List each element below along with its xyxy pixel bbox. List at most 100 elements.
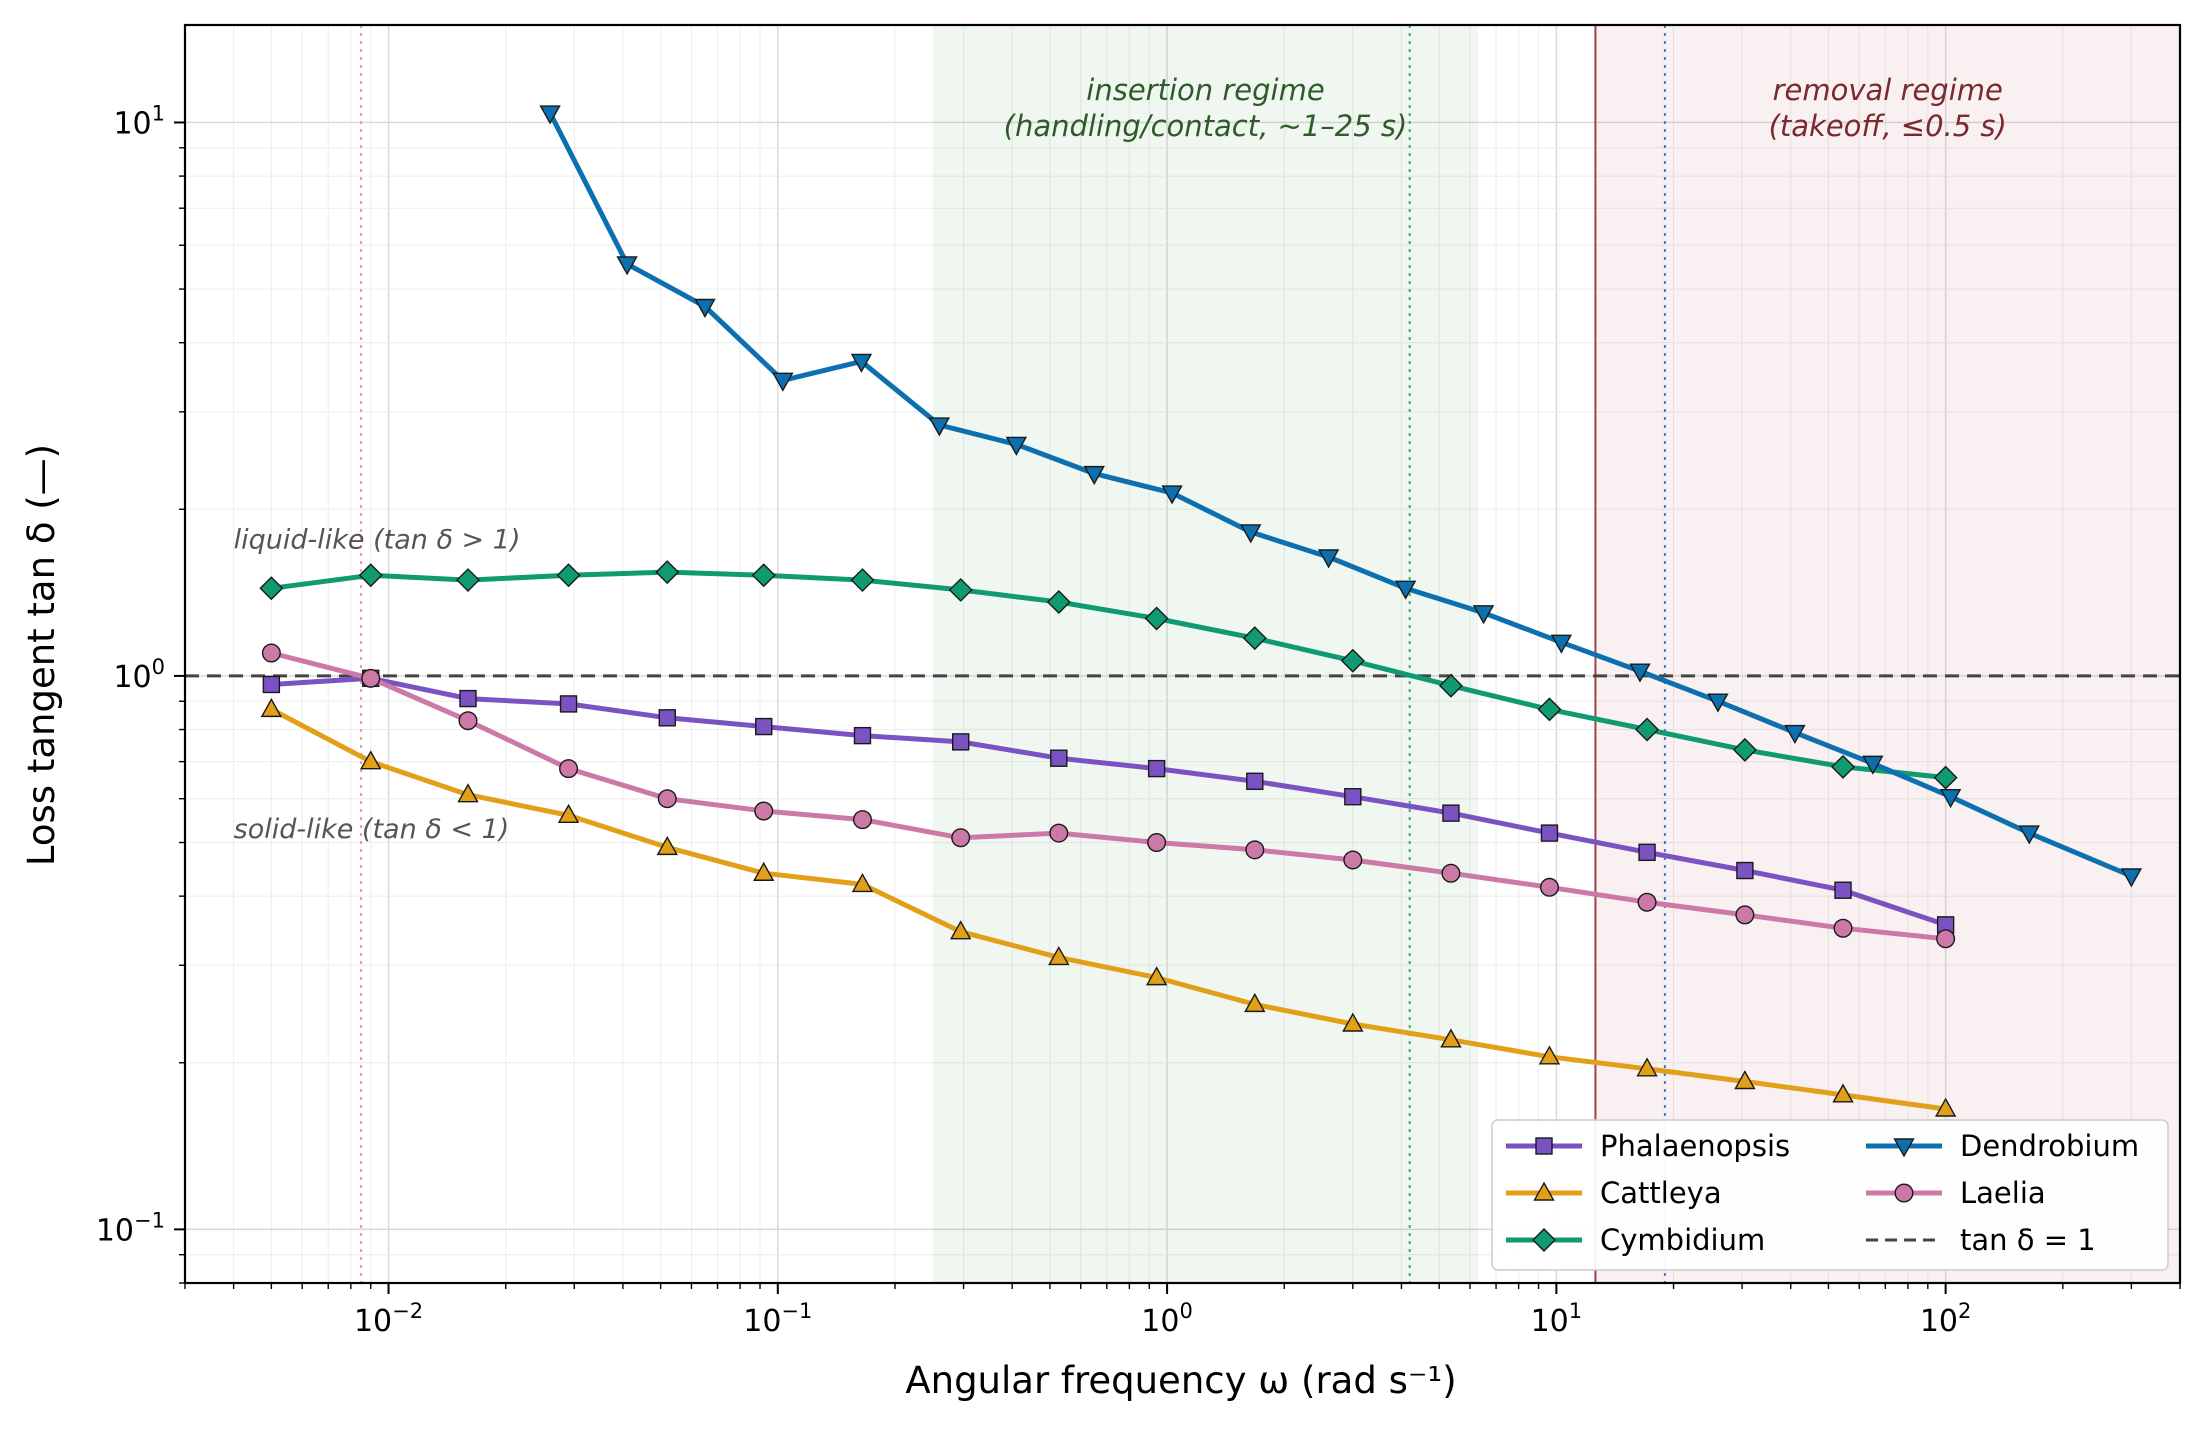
series-line — [271, 569, 1946, 781]
marker-circle — [1894, 1183, 1914, 1203]
regime-label: insertion regime — [1086, 73, 1324, 107]
x-tick-label: 101 — [1531, 1299, 1583, 1339]
marker-triangle-up — [1832, 1083, 1854, 1103]
marker-square — [1050, 749, 1068, 767]
legend-entry-laelia: Laelia — [1866, 1176, 2046, 1210]
marker-circle — [1833, 918, 1853, 938]
marker-square — [559, 695, 578, 713]
marker-circle — [1637, 892, 1657, 912]
marker-triangle-up — [360, 750, 382, 770]
marker-circle — [852, 810, 872, 830]
marker-square — [1344, 787, 1362, 806]
legend-label: Dendrobium — [1960, 1129, 2139, 1163]
marker-circle — [559, 759, 579, 779]
marker-diamond — [259, 576, 284, 601]
marker-square — [459, 689, 477, 708]
series-phalaenopsis — [262, 669, 1955, 934]
x-tick-label: 10−1 — [743, 1299, 812, 1339]
marker-triangle-down — [1862, 755, 1884, 775]
legend-label: tan δ = 1 — [1960, 1223, 2096, 1257]
x-axis-title: Angular frequency ω (rad s⁻¹) — [905, 1359, 1456, 1402]
marker-triangle-up — [1734, 1070, 1756, 1090]
marker-circle — [458, 711, 478, 731]
y-tick-label: 101 — [113, 101, 165, 141]
marker-circle — [951, 828, 971, 848]
marker-triangle-down — [539, 105, 561, 125]
series-dendrobium — [539, 105, 2143, 888]
regime-label: removal regime — [1773, 73, 2003, 107]
marker-diamond — [1537, 697, 1562, 722]
marker-triangle-up — [851, 872, 874, 893]
marker-triangle-up — [1244, 992, 1266, 1013]
marker-triangle-up — [1533, 1181, 1555, 1201]
series-cattleya — [260, 697, 1957, 1117]
y-tick-label: 10−1 — [96, 1208, 165, 1248]
marker-square — [1736, 861, 1754, 880]
marker-triangle-up — [1048, 945, 1070, 966]
marker-triangle-up — [656, 835, 678, 856]
marker-circle — [361, 668, 381, 688]
x-tick-label: 102 — [1920, 1299, 1972, 1339]
legend-entry-dendrobium: Dendrobium — [1866, 1129, 2139, 1163]
regime-label: (handling/contact, ~1–25 s) — [1004, 109, 1408, 143]
marker-circle — [1049, 823, 1069, 843]
marker-diamond — [1933, 765, 1958, 790]
marker-square — [1147, 759, 1166, 778]
state-label: solid-like (tan δ < 1) — [234, 814, 510, 845]
marker-diamond — [1242, 626, 1267, 651]
legend-label: Phalaenopsis — [1600, 1129, 1790, 1163]
legend-entry-cattleya: Cattleya — [1506, 1176, 1722, 1210]
marker-circle — [261, 643, 281, 663]
regime-regions — [932, 25, 2180, 1283]
marker-circle — [1539, 877, 1559, 897]
legend-label: Cymbidium — [1600, 1223, 1765, 1257]
series-line — [270, 707, 1946, 1112]
marker-circle — [1936, 929, 1956, 949]
marker-triangle-down — [772, 372, 794, 392]
marker-triangle-up — [1440, 1028, 1462, 1048]
marker-diamond — [751, 563, 776, 588]
marker-triangle-up — [260, 697, 283, 718]
marker-triangle-up — [1934, 1097, 1957, 1117]
state-label: liquid-like (tan δ > 1) — [234, 524, 521, 555]
chart-background — [185, 25, 2180, 1283]
marker-triangle-up — [753, 861, 775, 881]
marker-diamond — [1340, 648, 1365, 673]
marker-diamond — [1532, 1228, 1556, 1252]
x-tick-label: 10−2 — [354, 1299, 423, 1339]
annotations: insertion regime(handling/contact, ~1–25… — [234, 73, 2007, 845]
marker-triangle-down — [1472, 605, 1495, 625]
marker-triangle-down — [694, 298, 716, 318]
marker-triangle-down — [1317, 549, 1340, 569]
marker-triangle-up — [457, 783, 479, 803]
marker-diamond — [556, 563, 581, 588]
marker-diamond — [1635, 717, 1660, 742]
marker-square — [262, 675, 281, 694]
marker-triangle-up — [1342, 1012, 1364, 1032]
legend: Phalaenopsis Cattleya Cymbidium Dendrobium L… — [1491, 1119, 2169, 1271]
marker-triangle-down — [928, 417, 951, 437]
legend-label: Laelia — [1960, 1176, 2046, 1210]
marker-square — [755, 717, 773, 736]
marker-circle — [1147, 833, 1167, 853]
marker-triangle-up — [950, 920, 972, 940]
marker-square — [658, 709, 676, 727]
marker-square — [853, 726, 872, 745]
marker-triangle-down — [1784, 724, 1806, 745]
axes: 10−2 10−1 100 101 102 10−1 100 101 — [96, 23, 2182, 1339]
legend-box — [1491, 1119, 2169, 1271]
marker-diamond — [850, 568, 875, 593]
marker-diamond — [655, 560, 680, 585]
y-tick-label: 100 — [113, 655, 165, 695]
marker-circle — [754, 801, 774, 821]
series-line — [270, 650, 1946, 942]
y-axis-title: Loss tangent tan δ (—) — [20, 444, 63, 866]
regime-band — [932, 25, 1479, 1283]
marker-square — [1834, 881, 1852, 899]
marker-diamond — [1046, 590, 1071, 614]
legend-label: Cattleya — [1600, 1176, 1722, 1210]
plot-area — [185, 25, 2180, 1283]
marker-triangle-down — [1893, 1138, 1915, 1158]
marker-triangle-down — [1394, 580, 1417, 600]
marker-diamond — [948, 577, 973, 602]
